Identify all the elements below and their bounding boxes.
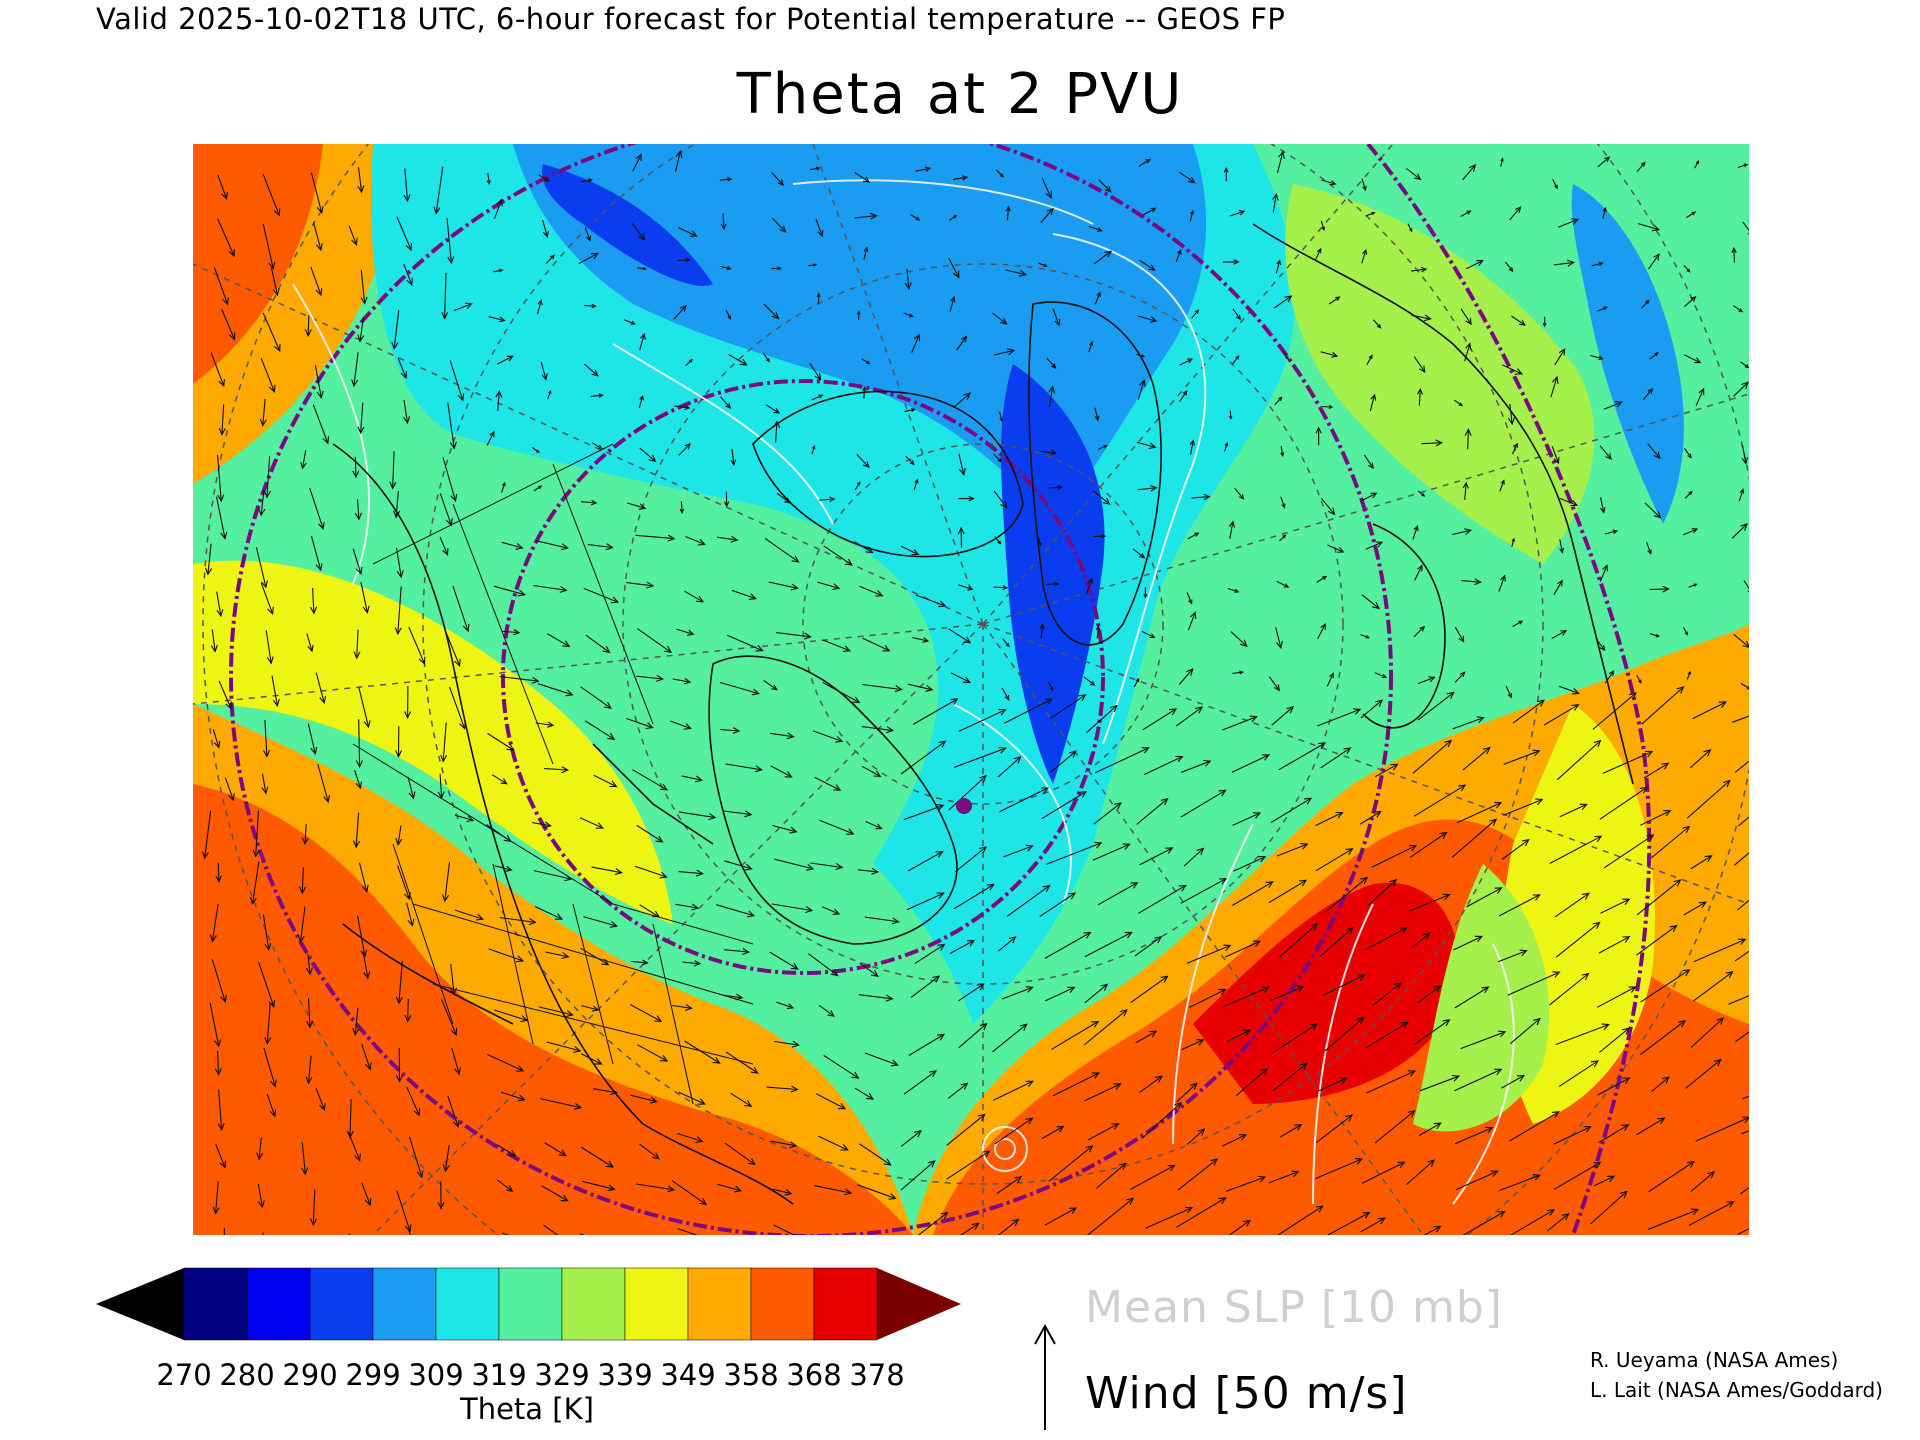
colorbar-tick-label: 280	[219, 1358, 275, 1392]
colorbar-swatch	[750, 1267, 815, 1341]
theta-region-us-hot	[193, 784, 913, 1235]
wind-legend: Wind [50 m/s]	[1085, 1368, 1408, 1419]
colorbar-title: Theta [K]	[460, 1392, 594, 1426]
theta-region-canada-yellow	[193, 560, 673, 924]
colorbar-swatch	[372, 1267, 437, 1341]
theta-region-siberia-blue	[542, 164, 713, 286]
wind-vectors	[201, 149, 1749, 1235]
colorbar-tick-label: 309	[408, 1358, 464, 1392]
credit-line-1: R. Ueyama (NASA Ames)	[1590, 1348, 1839, 1372]
map-panel	[193, 144, 1749, 1235]
theta-region-pacific-hot	[193, 144, 323, 384]
forecast-caption: Valid 2025-10-02T18 UTC, 6-hour forecast…	[96, 2, 1286, 36]
colorbar-tick-labels: 270 280 290 299 309 319 329 339 349 358 368 378	[156, 1358, 918, 1398]
map-marker	[956, 798, 972, 814]
political-boundaries	[352, 443, 754, 1105]
colorbar-swatch	[561, 1267, 626, 1341]
colorbar-tick-label: 378	[849, 1358, 905, 1392]
theta-region-atlantic-core	[1193, 882, 1459, 1104]
colorbar-swatch	[687, 1267, 752, 1341]
colorbar-swatch	[435, 1267, 500, 1341]
map-title: Theta at 2 PVU	[736, 62, 1184, 127]
slp-legend: Mean SLP [10 mb]	[1085, 1282, 1503, 1333]
colorbar-swatch	[246, 1267, 311, 1341]
theta-map	[193, 144, 1749, 1235]
colorbar-tick-label: 319	[471, 1358, 527, 1392]
theta-colorbar	[96, 1267, 961, 1341]
colorbar-tick-label: 349	[660, 1358, 716, 1392]
credit-line-2: L. Lait (NASA Ames/Goddard)	[1590, 1378, 1883, 1402]
colorbar-tick-label: 270	[156, 1358, 212, 1392]
slp-contours	[292, 179, 1515, 1205]
colorbar-swatch	[309, 1267, 374, 1341]
theta-region-azores-green	[1413, 864, 1550, 1132]
colorbar-under-triangle	[96, 1268, 184, 1340]
colorbar-swatch	[183, 1267, 248, 1341]
wind-scale-arrow-icon	[1034, 1323, 1056, 1430]
colorbar-tick-label: 329	[534, 1358, 590, 1392]
theta-region-greenland-trough	[1001, 364, 1105, 784]
colorbar-swatch	[813, 1267, 878, 1341]
theta-region-eurasia-green	[1285, 184, 1595, 564]
colorbar-tick-label: 339	[597, 1358, 653, 1392]
theta-region-scandinavia-blue	[1571, 184, 1684, 524]
colorbar-tick-label: 358	[723, 1358, 779, 1392]
coastlines	[332, 223, 1634, 1205]
colorbar-swatch	[624, 1267, 689, 1341]
colorbar-tick-label: 290	[282, 1358, 338, 1392]
colorbar-over-triangle	[877, 1268, 961, 1340]
colorbar-swatch	[498, 1267, 563, 1341]
colorbar-tick-label: 368	[786, 1358, 842, 1392]
colorbar-tick-label: 299	[345, 1358, 401, 1392]
